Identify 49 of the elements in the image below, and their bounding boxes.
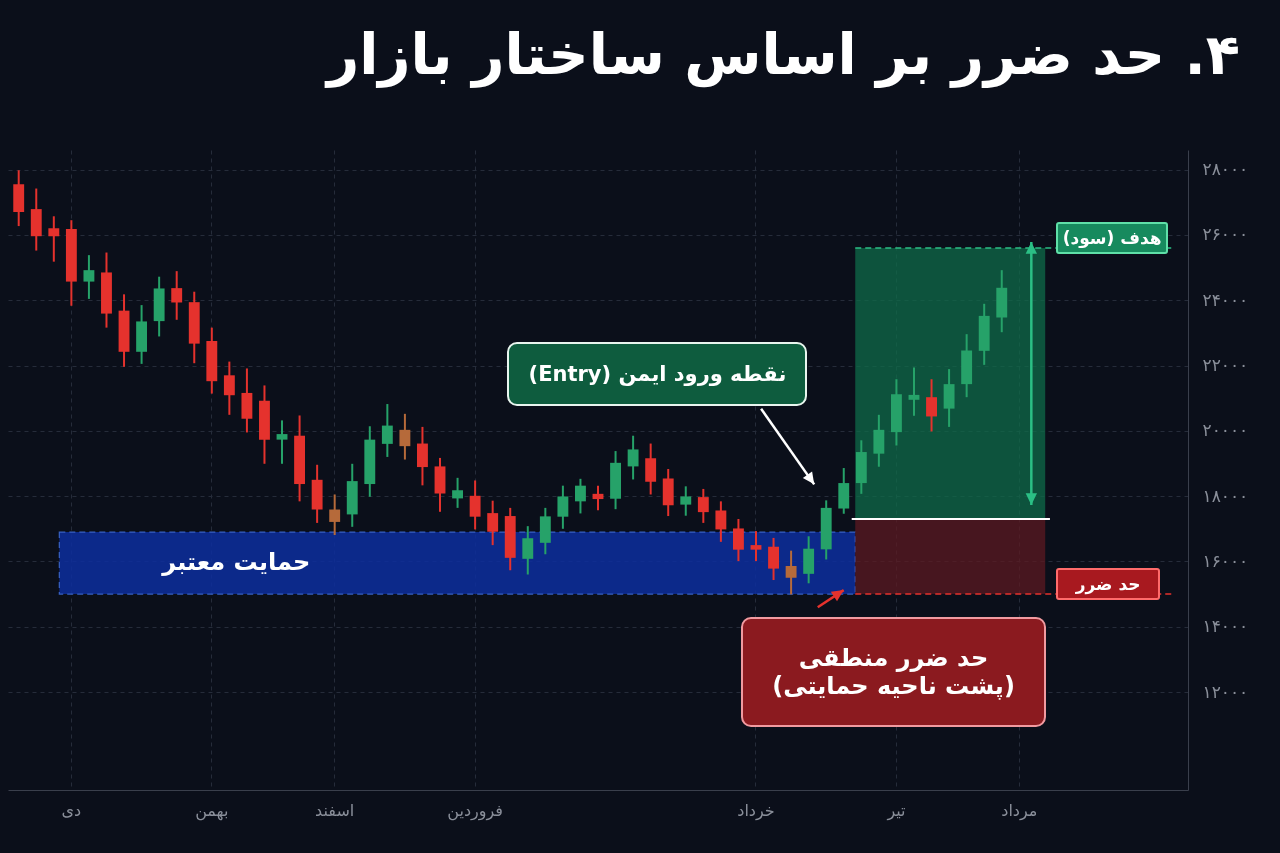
x-tick-label: فروردین (447, 800, 503, 821)
annotation: نقطه ورود ایمن (Entry) (507, 342, 808, 407)
candlestick (487, 499, 499, 547)
annotation: حد ضرر منطقی (پشت ناحیه حمایتی) (741, 616, 1047, 727)
candlestick (715, 500, 727, 543)
candlestick (329, 493, 341, 536)
candlestick (785, 549, 797, 596)
y-tick-label: ۱۴۰۰۰ (1202, 616, 1249, 637)
candlestick (557, 484, 569, 530)
x-tick-label: مرداد (1001, 800, 1038, 821)
candlestick (908, 366, 920, 417)
ref-line-label: هدف (سود) (1056, 221, 1169, 254)
y-tick-label: ۱۸۰۰۰ (1202, 485, 1249, 506)
candlestick (83, 254, 95, 300)
candlestick (381, 403, 393, 458)
y-tick-label: ۲۰۰۰۰ (1202, 420, 1249, 441)
candlestick (873, 413, 885, 468)
candlestick (276, 419, 288, 465)
candlestick (697, 487, 709, 524)
chart-title: ۴. حد ضرر بر اساس ساختار بازار (326, 22, 1240, 87)
candlestick (732, 517, 744, 563)
y-tick-label: ۱۶۰۰۰ (1202, 550, 1249, 571)
x-tick-label: دی (61, 800, 82, 820)
candlestick (223, 360, 235, 416)
candlestick (645, 442, 657, 496)
candlestick (469, 479, 481, 531)
x-tick-label: اسفند (315, 800, 355, 820)
y-tick-label: ۲۴۰۰۰ (1202, 289, 1249, 310)
y-tick-label: ۲۸۰۰۰ (1202, 159, 1249, 180)
candlestick (750, 530, 762, 563)
candlestick (627, 434, 639, 481)
candlestick (452, 476, 464, 509)
candlestick (171, 270, 183, 321)
candlestick (926, 378, 937, 433)
x-tick-label: بهمن (195, 800, 229, 821)
candlestick (522, 525, 534, 576)
candlestick (48, 215, 60, 263)
candlestick (417, 425, 428, 487)
candlestick (399, 412, 411, 461)
y-tick-label: ۲۶۰۰۰ (1202, 224, 1249, 245)
candlestick (768, 536, 779, 582)
band-label: حمایت معتبر (161, 548, 311, 577)
x-tick-label: تیر (886, 800, 906, 821)
candlestick (680, 485, 692, 517)
x-tick-label: خرداد (737, 800, 775, 821)
candlestick (575, 477, 586, 515)
y-tick-label: ۲۲۰۰۰ (1202, 355, 1249, 376)
y-tick-label: ۱۲۰۰۰ (1202, 681, 1249, 702)
ref-line-label: حد ضرر (1056, 568, 1161, 601)
